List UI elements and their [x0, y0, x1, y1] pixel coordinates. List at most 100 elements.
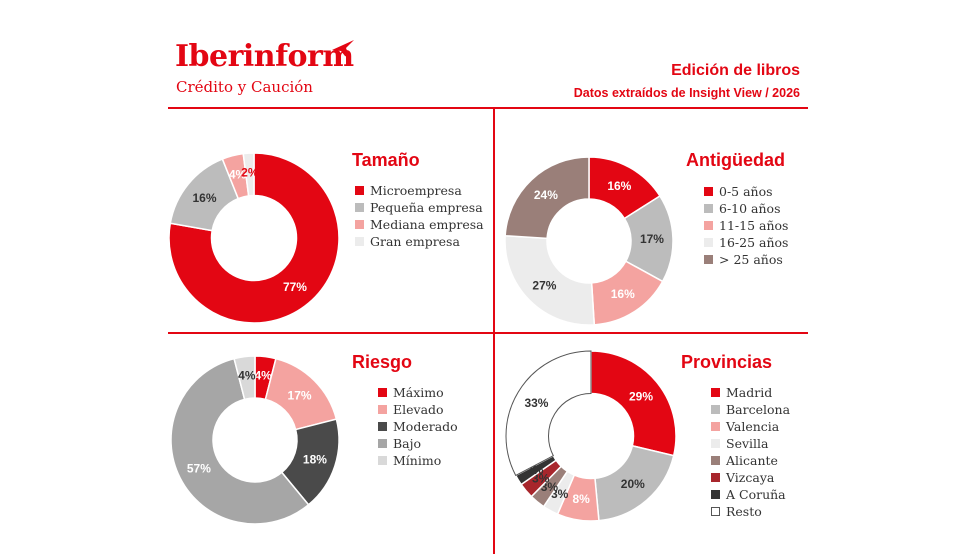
legend-item-minimo: Mínimo [378, 452, 458, 469]
vertical-rule [493, 109, 495, 554]
brand-name: Iberinform [175, 39, 354, 74]
legend-label: Resto [726, 504, 762, 519]
label-tamano-gran-empresa: 2% [241, 165, 259, 179]
legend-tamano: Microempresa Pequeña empresa Mediana empre… [355, 182, 484, 250]
legend-swatch [378, 456, 387, 465]
legend-item-barcelona: Barcelona [711, 401, 790, 418]
legend-label: A Coruña [726, 487, 786, 502]
label-antiguedad-11-15-anos: 16% [611, 287, 635, 301]
slice-riesgo-bajo [170, 357, 310, 525]
label-riesgo-elevado: 17% [288, 388, 312, 402]
slice-antiguedad-25-anos [504, 156, 590, 240]
legend-swatch [711, 473, 720, 482]
legend-swatch [378, 422, 387, 431]
legend-label: 6-10 años [719, 201, 781, 216]
slice-riesgo-minimo [233, 355, 256, 401]
legend-antiguedad: 0-5 años 6-10 años 11-15 años 16-25 años > 2… [704, 183, 788, 268]
label-riesgo-moderado: 18% [303, 452, 327, 466]
chart-title-tamano: Tamaño [352, 150, 420, 170]
donut-chart-antiguedad: 16% 17% 16% 27% 24% [504, 156, 674, 326]
brand-tagline: Crédito y Caución [176, 78, 313, 96]
label-riesgo-bajo: 57% [187, 462, 211, 476]
legend-label: 16-25 años [719, 235, 789, 250]
legend-label: Mínimo [393, 453, 442, 468]
legend-label: Madrid [726, 385, 773, 400]
legend-swatch [711, 456, 720, 465]
legend-swatch [711, 388, 720, 397]
report-subtitle: Datos extraídos de Insight View / 2026 [573, 86, 800, 100]
legend-label: Máximo [393, 385, 444, 400]
legend-swatch [711, 439, 720, 448]
label-tamano-microempresa: 77% [283, 280, 307, 294]
plane-icon [332, 40, 354, 58]
legend-label: > 25 años [719, 252, 783, 267]
label-provincias-resto: 33% [524, 396, 548, 410]
legend-swatch [711, 490, 720, 499]
label-provincias-valencia: 8% [572, 492, 590, 506]
label-antiguedad-16-25-anos: 27% [532, 279, 556, 293]
legend-swatch [704, 238, 713, 247]
legend-provincias: Madrid Barcelona Valencia Sevilla Alicante Vi… [711, 384, 790, 520]
legend-item-0-5-anos: 0-5 años [704, 183, 788, 200]
legend-label: 11-15 años [719, 218, 789, 233]
donut-chart-provincias: 29%20%8%3%3%3%2%33% [505, 350, 677, 522]
legend-swatch [711, 507, 720, 516]
legend-item-microempresa: Microempresa [355, 182, 484, 199]
legend-item-6-10-anos: 6-10 años [704, 200, 788, 217]
legend-item-11-15-anos: 11-15 años [704, 217, 788, 234]
legend-item-16-25-anos: 16-25 años [704, 234, 788, 251]
legend-item-alicante: Alicante [711, 452, 790, 469]
legend-item-resto: Resto [711, 503, 790, 520]
legend-label: Pequeña empresa [370, 200, 483, 215]
slice-provincias-madrid [590, 350, 677, 457]
label-antiguedad-0-5-anos: 16% [607, 179, 631, 193]
slice-tamano-gran-empresa [242, 152, 255, 197]
legend-label: Elevado [393, 402, 444, 417]
legend-swatch [378, 439, 387, 448]
legend-label: Moderado [393, 419, 458, 434]
label-riesgo-minimo: 4% [238, 369, 256, 383]
legend-item-sevilla: Sevilla [711, 435, 790, 452]
legend-swatch [704, 204, 713, 213]
legend-riesgo: Máximo Elevado Moderado Bajo Mínimo [378, 384, 458, 469]
legend-label: Bajo [393, 436, 422, 451]
label-provincias-vizcaya: 3% [532, 471, 550, 485]
label-provincias-madrid: 29% [629, 389, 653, 403]
legend-swatch [711, 405, 720, 414]
legend-item-moderado: Moderado [378, 418, 458, 435]
label-provincias-barcelona: 20% [621, 477, 645, 491]
legend-swatch [355, 237, 364, 246]
legend-item-valencia: Valencia [711, 418, 790, 435]
slice-tamano-microempresa [168, 152, 340, 324]
legend-item-vizcaya: Vizcaya [711, 469, 790, 486]
legend-label: Valencia [726, 419, 780, 434]
label-riesgo-maximo: 4% [254, 369, 272, 383]
legend-item-maximo: Máximo [378, 384, 458, 401]
label-antiguedad-6-10-anos: 17% [640, 232, 664, 246]
header-rule [168, 107, 808, 109]
label-tamano-pequena-empresa: 16% [193, 191, 217, 205]
legend-label: Barcelona [726, 402, 791, 417]
legend-swatch [704, 187, 713, 196]
middle-rule [168, 332, 808, 334]
donut-chart-riesgo: 4% 17% 18% 57% 4% [170, 355, 340, 525]
legend-label: 0-5 años [719, 184, 773, 199]
legend-label: Gran empresa [370, 234, 460, 249]
legend-label: Vizcaya [726, 470, 775, 485]
legend-item-a-coruna: A Coruña [711, 486, 790, 503]
legend-label: Mediana empresa [370, 217, 484, 232]
slice-provincias-resto [505, 350, 592, 477]
legend-swatch [355, 203, 364, 212]
legend-item-bajo: Bajo [378, 435, 458, 452]
legend-item-madrid: Madrid [711, 384, 790, 401]
legend-swatch [355, 220, 364, 229]
legend-swatch [704, 255, 713, 264]
legend-item-mediana-empresa: Mediana empresa [355, 216, 484, 233]
legend-swatch [711, 422, 720, 431]
slice-antiguedad-16-25-anos [504, 234, 596, 326]
chart-title-riesgo: Riesgo [352, 352, 413, 372]
legend-swatch [378, 388, 387, 397]
donut-chart-tamano: 77% 16% 4%2% [168, 152, 340, 324]
chart-title-provincias: Provincias [681, 352, 773, 372]
report-title: Edición de libros [671, 62, 800, 79]
